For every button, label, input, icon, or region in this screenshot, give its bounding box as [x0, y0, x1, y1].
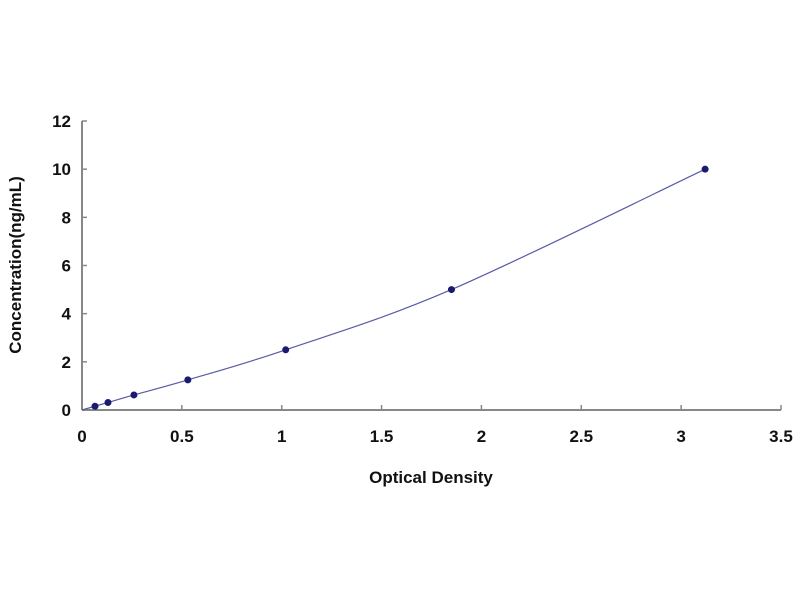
x-tick-label: 2.5	[569, 427, 593, 446]
y-tick-label: 4	[62, 305, 72, 324]
y-tick-label: 10	[52, 160, 71, 179]
data-point	[447, 286, 455, 294]
y-tick-label: 8	[62, 208, 71, 227]
x-tick-label: 3	[676, 427, 685, 446]
x-axis-label: Optical Density	[369, 468, 493, 487]
data-point	[130, 391, 138, 399]
y-axis-label: Concentration(ng/mL)	[6, 176, 25, 354]
axes	[81, 120, 782, 411]
y-tick-label: 0	[62, 401, 71, 420]
data-point	[184, 376, 192, 384]
data-point	[282, 346, 290, 354]
y-tick-label: 2	[62, 353, 71, 372]
x-tick-label: 0	[77, 427, 86, 446]
x-tick-label: 0.5	[170, 427, 194, 446]
data-point	[104, 398, 112, 406]
data-points	[91, 165, 709, 410]
tick-labels: 0 0.5 1 1.5 2 2.5 3 3.5 0 2 4 6 8 10 12	[52, 112, 793, 446]
x-tick-label: 1	[277, 427, 286, 446]
y-tick-label: 12	[52, 112, 71, 131]
data-point	[91, 402, 99, 410]
x-tick-label: 2	[477, 427, 486, 446]
x-tick-label: 3.5	[769, 427, 793, 446]
y-tick-label: 6	[62, 257, 71, 276]
x-tick-label: 1.5	[370, 427, 394, 446]
trend-line	[81, 168, 706, 411]
data-point	[701, 165, 709, 173]
